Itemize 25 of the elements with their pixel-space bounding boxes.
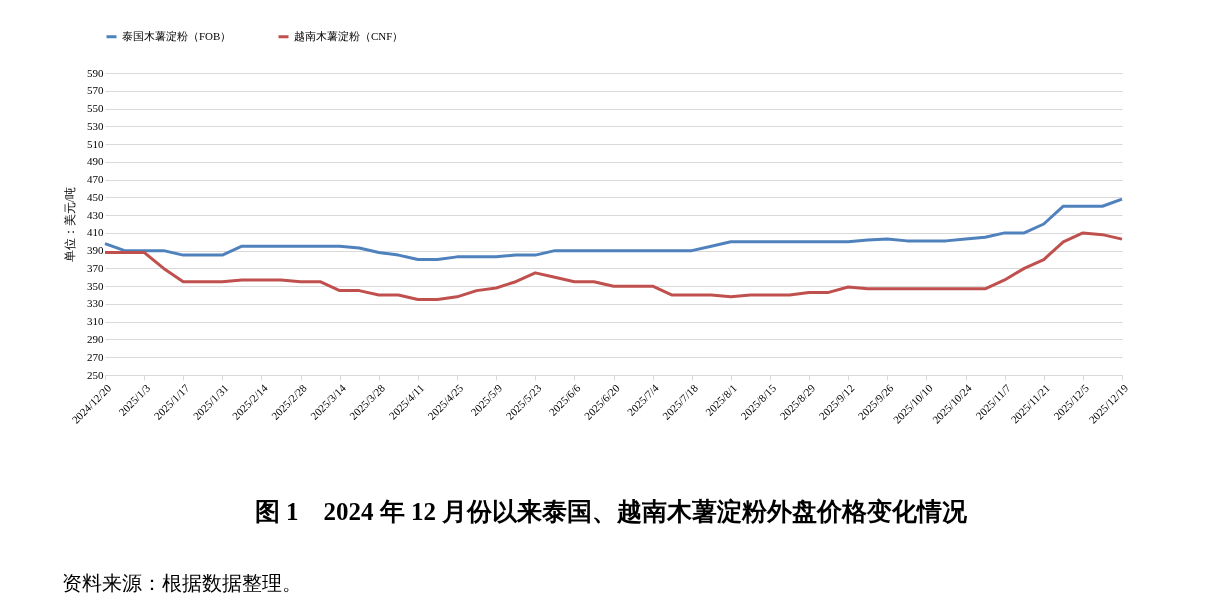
y-tick-label: 490 [87, 155, 104, 168]
y-tick-label: 370 [87, 261, 104, 274]
y-tick-label: 350 [87, 279, 104, 292]
y-tick-label: 390 [87, 244, 104, 257]
text: 资料来源：根据数据整理。 [62, 571, 302, 596]
y-tick-label: 570 [87, 84, 104, 97]
y-tick-label: 250 [87, 368, 104, 381]
y-tick-label: 550 [87, 102, 104, 115]
y-tick-label: 530 [87, 119, 104, 132]
y-tick-label: 310 [87, 315, 104, 328]
y-tick-label: 270 [87, 350, 104, 363]
y-tick-label: 450 [87, 190, 104, 203]
legend-label: 泰国木薯淀粉（FOB） [122, 29, 232, 42]
y-tick-label: 290 [87, 332, 104, 345]
y-tick-label: 410 [87, 226, 104, 239]
y-tick-label: 510 [87, 137, 104, 150]
y-axis-title: 单位：美元/吨 [63, 186, 77, 263]
y-tick-label: 470 [87, 173, 104, 186]
line-series [103, 197, 1124, 262]
y-tick-label: 590 [87, 66, 104, 79]
y-tick-label: 430 [87, 208, 104, 221]
text: 图 1 2024 年 12 月份以来泰国、越南木薯淀粉外盘价格变化情况 [253, 497, 969, 527]
y-tick-label: 330 [87, 297, 104, 310]
line-series [103, 231, 1124, 301]
legend-label: 越南木薯淀粉（CNF） [294, 29, 404, 42]
